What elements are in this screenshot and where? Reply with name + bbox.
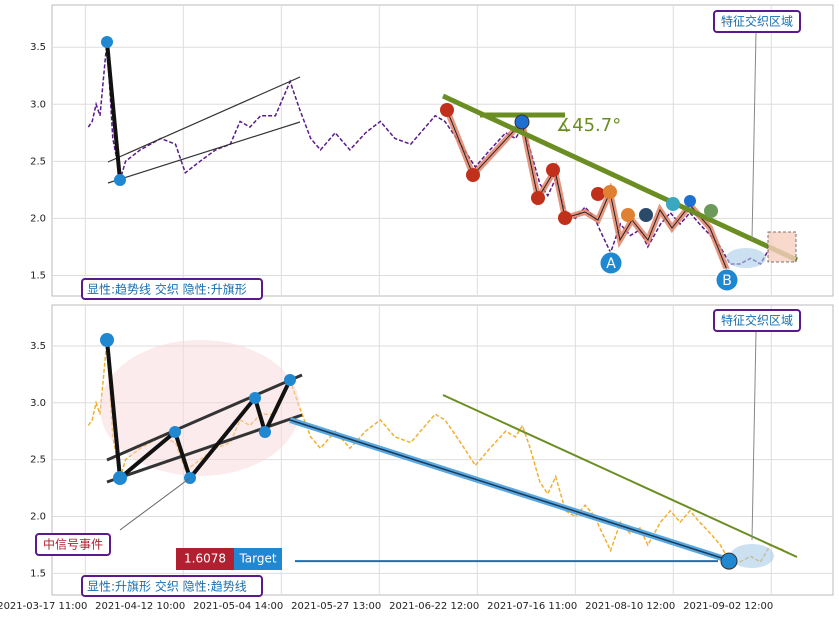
- y-tick-label: 2.0: [30, 512, 46, 523]
- y-tick-label: 2.0: [30, 213, 46, 224]
- channel-line: [106, 373, 303, 462]
- upper-trend: [442, 394, 798, 558]
- pattern-label: 显性:升旗形 交织 隐性:趋势线: [87, 579, 247, 594]
- pattern-label-box: [81, 278, 263, 300]
- marker: [591, 187, 605, 201]
- trend-line: [289, 419, 729, 561]
- marker: [514, 114, 530, 130]
- marker: [639, 208, 653, 222]
- marker: [704, 204, 718, 218]
- zone-label-box: [713, 309, 801, 332]
- pivot: [169, 426, 181, 438]
- point-b: [715, 268, 739, 292]
- y-tick-label: 3.5: [30, 341, 46, 352]
- target-value-box: [176, 548, 234, 570]
- marker: [440, 103, 454, 117]
- pattern-label-box: [81, 575, 263, 597]
- zone-ellipse: [730, 544, 774, 568]
- pivot: [249, 392, 261, 404]
- zone-label-box: [713, 10, 801, 33]
- marker: [546, 163, 560, 177]
- zone-box: [767, 231, 797, 263]
- x-tick-label: 2021-03-17 11:00: [0, 601, 87, 612]
- y-tick-label: 3.0: [30, 99, 46, 110]
- pivot: [114, 174, 126, 186]
- marker: [558, 211, 572, 225]
- x-tick-label: 2021-05-27 13:00: [291, 601, 381, 612]
- marker: [603, 185, 617, 199]
- pole-line: [105, 41, 122, 181]
- zone-label: 特征交织区域: [721, 313, 793, 328]
- y-tick-label: 2.5: [30, 156, 46, 167]
- signal-arrow: [119, 477, 191, 531]
- x-tick-label: 2021-08-10 12:00: [585, 601, 675, 612]
- marker: [621, 208, 635, 222]
- zone-label: 特征交织区域: [721, 14, 793, 29]
- pivot: [101, 36, 113, 48]
- grid: 1.5 2.0 2.5 3.0 3.5 1.5 2.0 2.5 3.0 3.5: [30, 5, 833, 595]
- zone-ellipse: [726, 248, 766, 268]
- target-label: Target: [238, 552, 276, 566]
- pivot: [259, 426, 271, 438]
- marker: [666, 197, 680, 211]
- signal-label: 中信号事件: [43, 537, 103, 552]
- x-tick-label: 2021-06-22 12:00: [389, 601, 479, 612]
- channel-line: [107, 76, 301, 163]
- y-tick-label: 1.5: [30, 270, 46, 281]
- zone-arrow: [751, 331, 757, 541]
- y-tick-label: 2.5: [30, 455, 46, 466]
- y-tick-label: 3.0: [30, 398, 46, 409]
- target-value: 1.6078: [184, 552, 226, 566]
- top-overlay: A B ∡45.7° 特征交织区域 显性:趋势线 交织 隐性:升旗形: [81, 10, 801, 300]
- x-tick-label: 2021-07-16 11:00: [487, 601, 577, 612]
- pivot: [100, 333, 114, 347]
- signal-label-box: [35, 533, 111, 556]
- target-label-box: [234, 548, 282, 570]
- x-tick-label: 2021-04-12 10:00: [95, 601, 185, 612]
- pattern-label: 显性:趋势线 交织 隐性:升旗形: [87, 282, 247, 297]
- x-tick-label: 2021-05-04 14:00: [193, 601, 283, 612]
- point-b-label: B: [722, 273, 732, 289]
- target-point: [720, 552, 738, 570]
- top-panel: [51, 4, 834, 297]
- y-tick-label: 3.5: [30, 42, 46, 53]
- channel-line: [107, 121, 301, 184]
- marker: [684, 195, 696, 207]
- marker: [466, 168, 480, 182]
- pivot: [284, 374, 296, 386]
- marker: [531, 191, 545, 205]
- zone-arrow: [751, 31, 757, 241]
- bottom-overlay: 1.6078 Target 特征交织区域 中信号事件 显性:升旗形 交织 隐性:…: [35, 309, 801, 597]
- pivot: [113, 471, 127, 485]
- x-tick-label: 2021-09-02 12:00: [683, 601, 773, 612]
- y-tick-label: 1.5: [30, 568, 46, 579]
- point-a: [599, 251, 623, 275]
- trend-line: [441, 93, 799, 263]
- pattern-ellipse: [100, 340, 300, 476]
- point-a-label: A: [606, 256, 616, 272]
- angle-label: ∡45.7°: [556, 115, 621, 136]
